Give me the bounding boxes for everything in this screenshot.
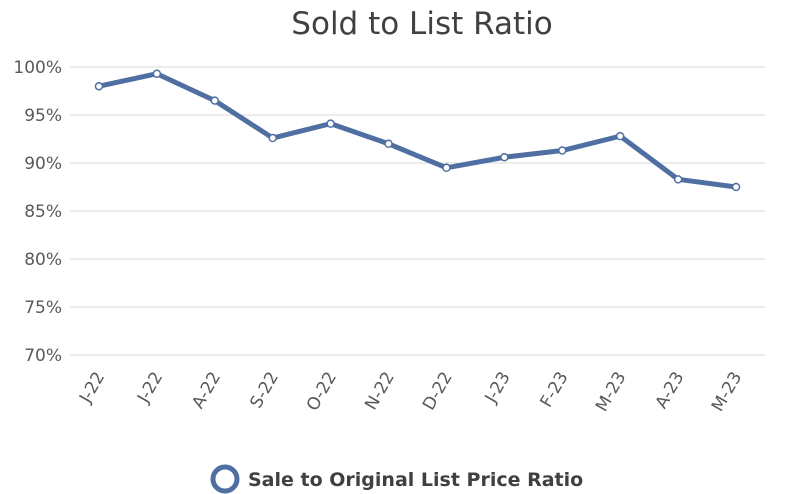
x-tick-label: F-23 bbox=[537, 369, 573, 412]
data-point bbox=[558, 146, 567, 155]
y-tick-label: 70% bbox=[24, 346, 62, 366]
data-point bbox=[384, 139, 393, 149]
x-tick-label: M-23 bbox=[708, 369, 747, 416]
x-tick-label: M-23 bbox=[592, 369, 631, 416]
data-point bbox=[94, 81, 104, 91]
y-tick-label: 90% bbox=[24, 154, 62, 174]
chart-title: Sold to List Ratio bbox=[291, 6, 552, 42]
y-tick-label: 85% bbox=[24, 202, 62, 222]
x-tick-label: A-23 bbox=[652, 369, 689, 413]
data-point bbox=[326, 119, 335, 128]
series-sale-to-list bbox=[94, 69, 741, 192]
y-tick-label: 100% bbox=[13, 58, 62, 78]
y-tick-label: 95% bbox=[24, 106, 62, 126]
y-tick-label: 80% bbox=[24, 250, 62, 270]
series-line bbox=[96, 71, 739, 190]
data-point bbox=[673, 175, 683, 184]
data-point bbox=[500, 152, 509, 162]
data-point bbox=[268, 133, 277, 143]
x-tick-label: J-22 bbox=[75, 369, 109, 408]
gridlines bbox=[70, 66, 765, 356]
x-tick-label: D-22 bbox=[419, 369, 457, 414]
y-tick-label: 75% bbox=[24, 298, 62, 318]
x-axis-ticks: J-22 J-22 A-22 S-22 O-22 N-22 D-22 J-23 F-23 M-23… bbox=[75, 369, 746, 416]
x-tick-label: A-22 bbox=[188, 369, 225, 413]
x-tick-label: O-22 bbox=[303, 369, 341, 415]
legend: Sale to Original List Price Ratio bbox=[210, 464, 583, 494]
data-point bbox=[731, 182, 741, 192]
data-point bbox=[210, 96, 220, 105]
x-tick-label: S-22 bbox=[246, 369, 283, 412]
data-point bbox=[152, 69, 162, 78]
legend-marker-icon bbox=[210, 464, 240, 494]
x-tick-label: J-22 bbox=[133, 369, 167, 408]
data-point bbox=[615, 131, 625, 141]
x-tick-label: J-23 bbox=[481, 369, 515, 408]
data-point bbox=[442, 163, 451, 173]
x-tick-label: N-22 bbox=[361, 369, 399, 414]
legend-label: Sale to Original List Price Ratio bbox=[248, 469, 583, 491]
y-axis-ticks: 70% 75% 80% 85% 90% 95% 100% bbox=[13, 58, 62, 366]
